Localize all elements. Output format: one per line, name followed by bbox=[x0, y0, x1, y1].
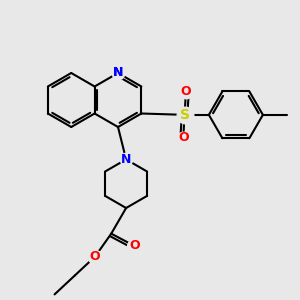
Text: N: N bbox=[113, 67, 123, 80]
Text: S: S bbox=[180, 108, 190, 122]
Text: N: N bbox=[121, 153, 131, 166]
Text: N: N bbox=[113, 67, 123, 80]
Text: O: O bbox=[181, 85, 191, 98]
Text: O: O bbox=[178, 131, 188, 144]
Text: O: O bbox=[90, 250, 101, 263]
Text: O: O bbox=[129, 239, 140, 252]
